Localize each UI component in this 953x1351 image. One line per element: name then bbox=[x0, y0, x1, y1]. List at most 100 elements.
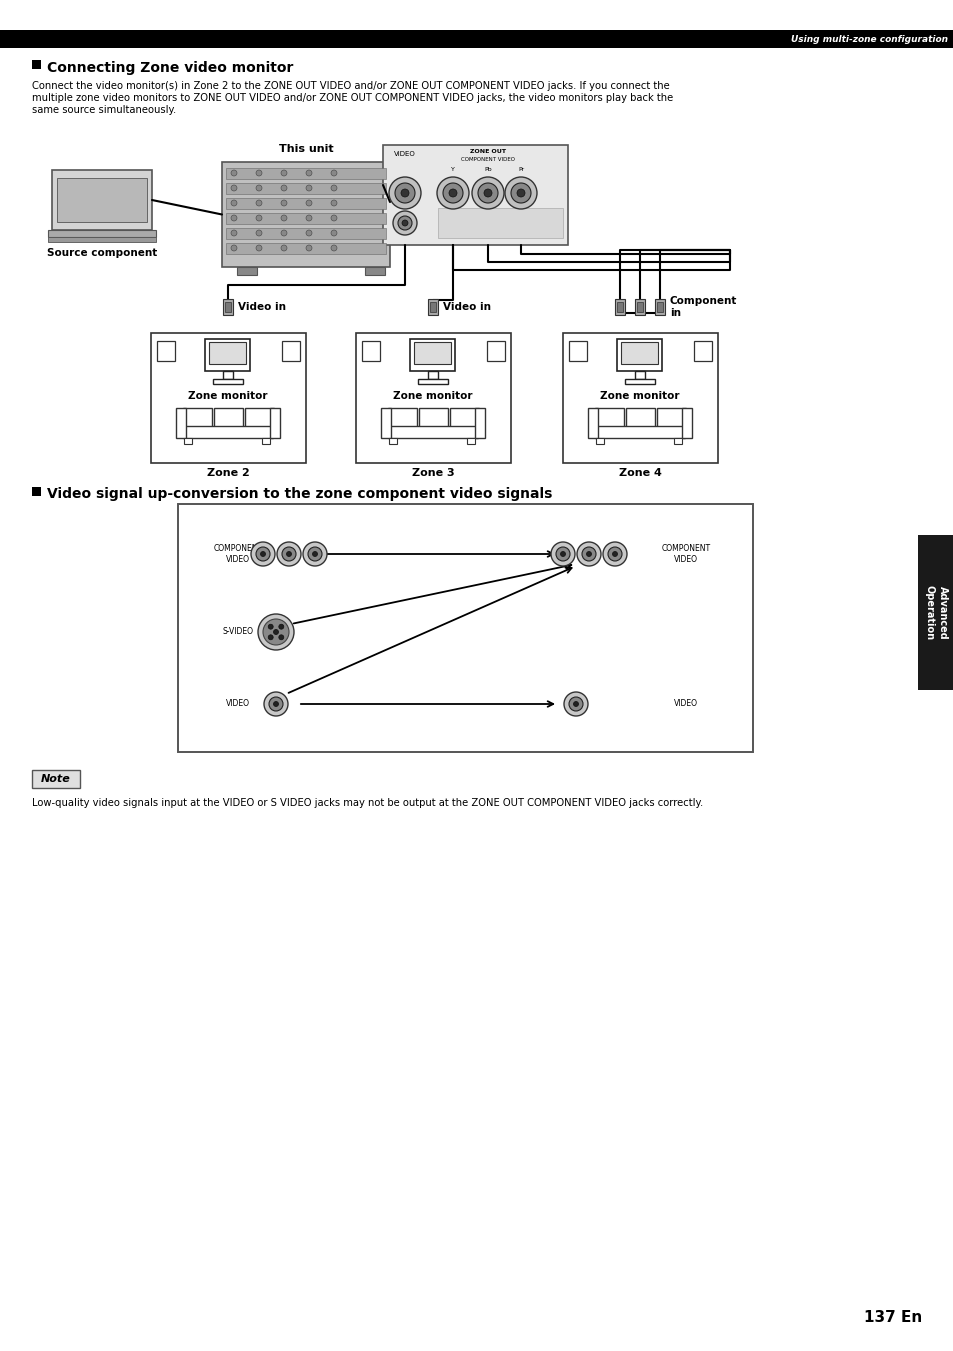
Circle shape bbox=[577, 542, 600, 566]
Bar bbox=[226, 182, 386, 195]
Bar bbox=[32, 770, 80, 788]
Bar bbox=[428, 372, 437, 380]
Text: Pb: Pb bbox=[484, 168, 492, 172]
Text: Using multi-zone configuration: Using multi-zone configuration bbox=[790, 35, 947, 45]
Bar bbox=[382, 145, 567, 245]
Circle shape bbox=[306, 200, 312, 205]
Circle shape bbox=[281, 230, 287, 236]
Circle shape bbox=[331, 185, 336, 190]
Bar bbox=[48, 236, 156, 242]
Circle shape bbox=[255, 170, 262, 176]
Circle shape bbox=[281, 200, 287, 205]
Text: Zone monitor: Zone monitor bbox=[599, 390, 679, 401]
Circle shape bbox=[393, 211, 416, 235]
Circle shape bbox=[308, 547, 322, 561]
Text: This unit: This unit bbox=[278, 145, 333, 154]
Bar bbox=[414, 342, 451, 363]
Bar bbox=[365, 267, 385, 276]
Bar bbox=[210, 342, 246, 363]
Bar bbox=[151, 332, 306, 463]
Circle shape bbox=[268, 635, 273, 640]
Circle shape bbox=[231, 170, 236, 176]
Text: VIDEO: VIDEO bbox=[394, 151, 416, 157]
Bar bbox=[32, 59, 41, 69]
Circle shape bbox=[612, 551, 617, 557]
Bar bbox=[226, 213, 386, 224]
Circle shape bbox=[313, 551, 317, 557]
Circle shape bbox=[400, 189, 409, 197]
Circle shape bbox=[517, 189, 524, 197]
Text: Video in: Video in bbox=[442, 303, 491, 312]
Bar bbox=[226, 228, 386, 239]
Circle shape bbox=[397, 216, 412, 230]
Bar bbox=[673, 438, 681, 444]
Bar bbox=[262, 438, 270, 444]
Bar bbox=[157, 340, 174, 361]
Bar bbox=[183, 426, 273, 438]
Text: Video signal up-conversion to the zone component video signals: Video signal up-conversion to the zone c… bbox=[47, 486, 552, 501]
Text: ZONE OUT: ZONE OUT bbox=[470, 149, 505, 154]
Bar bbox=[917, 535, 953, 690]
Circle shape bbox=[504, 177, 537, 209]
Bar bbox=[568, 340, 586, 361]
Bar bbox=[417, 380, 448, 384]
Bar bbox=[245, 408, 274, 430]
Circle shape bbox=[274, 701, 278, 707]
Text: Source component: Source component bbox=[47, 249, 157, 258]
Circle shape bbox=[268, 624, 273, 630]
Circle shape bbox=[231, 215, 236, 222]
Bar bbox=[657, 408, 685, 430]
Bar bbox=[637, 303, 642, 312]
Circle shape bbox=[556, 547, 569, 561]
Bar bbox=[620, 342, 658, 363]
Text: multiple zone video monitors to ZONE OUT VIDEO and/or ZONE OUT COMPONENT VIDEO j: multiple zone video monitors to ZONE OUT… bbox=[32, 93, 673, 103]
Text: VIDEO: VIDEO bbox=[673, 700, 698, 708]
Bar bbox=[624, 380, 655, 384]
Circle shape bbox=[231, 200, 236, 205]
Bar bbox=[380, 408, 391, 438]
Bar bbox=[681, 408, 691, 438]
Circle shape bbox=[389, 177, 420, 209]
Circle shape bbox=[401, 220, 408, 226]
Bar bbox=[361, 340, 379, 361]
Bar bbox=[222, 162, 390, 267]
Text: Connect the video monitor(s) in Zone 2 to the ZONE OUT VIDEO and/or ZONE OUT COM: Connect the video monitor(s) in Zone 2 t… bbox=[32, 81, 669, 91]
Bar bbox=[635, 299, 644, 315]
Circle shape bbox=[260, 551, 265, 557]
Circle shape bbox=[442, 182, 462, 203]
Circle shape bbox=[331, 200, 336, 205]
Circle shape bbox=[472, 177, 503, 209]
Bar bbox=[596, 438, 603, 444]
Circle shape bbox=[331, 170, 336, 176]
Bar bbox=[175, 408, 186, 438]
Text: Advanced
Operation: Advanced Operation bbox=[923, 585, 946, 640]
Bar bbox=[0, 30, 953, 49]
Circle shape bbox=[263, 619, 289, 644]
Circle shape bbox=[278, 624, 283, 630]
Circle shape bbox=[264, 692, 288, 716]
Circle shape bbox=[255, 230, 262, 236]
Bar bbox=[617, 303, 622, 312]
Bar bbox=[389, 438, 396, 444]
Circle shape bbox=[286, 551, 292, 557]
Bar bbox=[213, 380, 243, 384]
Bar bbox=[428, 299, 437, 315]
Circle shape bbox=[281, 215, 287, 222]
Circle shape bbox=[231, 245, 236, 251]
Circle shape bbox=[306, 185, 312, 190]
Bar bbox=[355, 332, 511, 463]
Circle shape bbox=[282, 547, 295, 561]
Bar bbox=[418, 408, 448, 430]
Bar bbox=[657, 303, 662, 312]
Text: Zone 3: Zone 3 bbox=[412, 467, 454, 478]
Circle shape bbox=[306, 245, 312, 251]
Circle shape bbox=[477, 182, 497, 203]
Circle shape bbox=[303, 542, 327, 566]
Text: Zone monitor: Zone monitor bbox=[393, 390, 473, 401]
Text: COMPONENT
VIDEO: COMPONENT VIDEO bbox=[213, 544, 262, 565]
Bar bbox=[226, 199, 386, 209]
Bar bbox=[205, 339, 251, 372]
Bar bbox=[226, 243, 386, 254]
Circle shape bbox=[602, 542, 626, 566]
Bar bbox=[625, 408, 655, 430]
